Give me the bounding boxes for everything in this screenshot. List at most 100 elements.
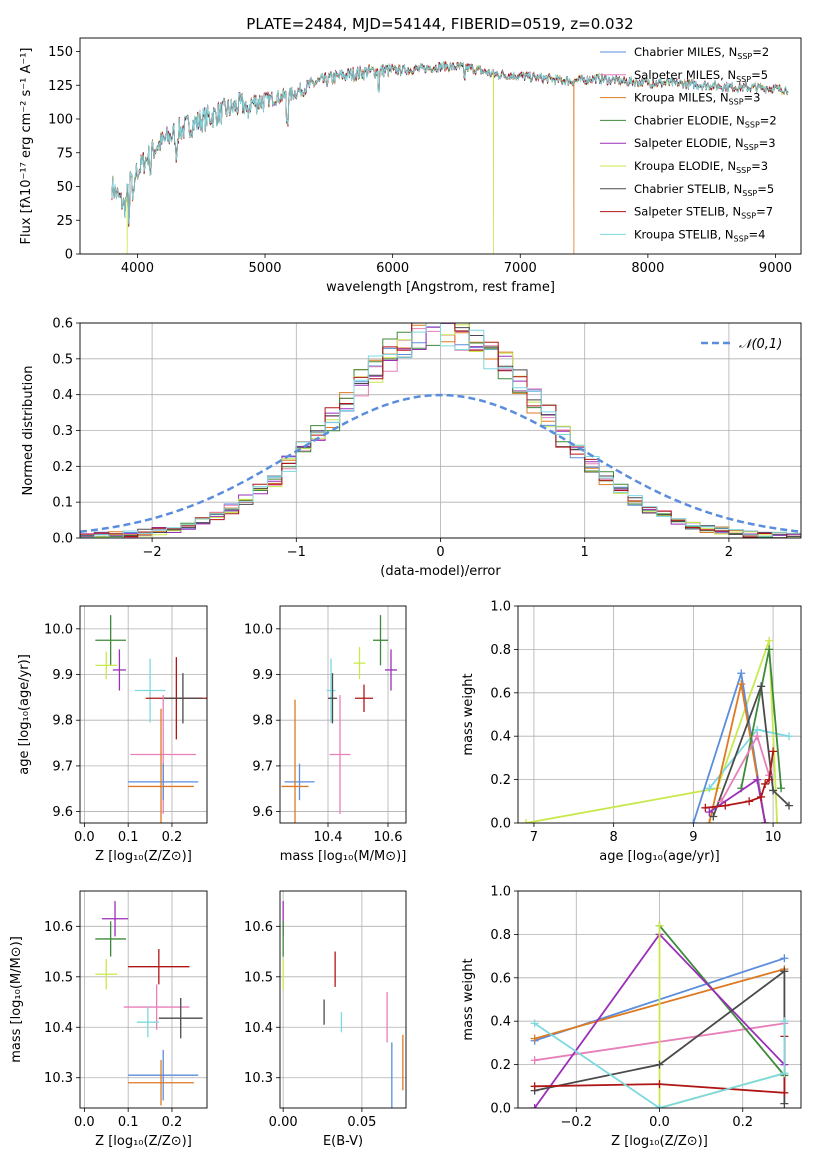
weight_vs_age-plot-area xyxy=(521,636,794,823)
legend-label-subscript: SSP xyxy=(734,234,749,243)
spectrum-line-kroupa-stelib xyxy=(111,61,789,225)
weight_vs_Z-plot-area xyxy=(530,921,789,1108)
y-tick-label: 0.5 xyxy=(52,352,73,367)
weight-marker-salpeter-elodie xyxy=(705,808,714,817)
weight-marker-chabrier-stelib xyxy=(709,812,718,821)
legend-label-text: Chabrier STELIB, N xyxy=(634,182,742,196)
residuals-plot-area xyxy=(80,323,801,538)
y-tick-label: 10.3 xyxy=(44,1071,73,1086)
y-tick-label: 9.6 xyxy=(52,805,73,820)
x-tick-label: 7000 xyxy=(504,261,537,276)
y-tick-label: 10.0 xyxy=(44,622,73,637)
normal-reference-curve xyxy=(80,393,801,533)
y-tick-label: 25 xyxy=(56,214,73,229)
weight-marker-kroupa-stelib xyxy=(705,784,714,793)
y-axis-label: mass weight xyxy=(461,958,476,1040)
y-tick-label: 9.7 xyxy=(52,759,73,774)
x-axis-label: Z [log₁₀(Z/Z⊙)] xyxy=(95,1134,192,1149)
y-tick-label: 0.2 xyxy=(52,460,73,475)
x-tick-label: 0.1 xyxy=(118,1115,139,1130)
legend-label-subscript: SSP xyxy=(745,120,760,129)
legend-label: Salpeter ELODIE, NSSP=3 xyxy=(634,136,776,152)
y-tick-label: 125 xyxy=(48,79,73,94)
weight-marker-salpeter-elodie xyxy=(753,775,762,784)
y-tick-label: 10.3 xyxy=(244,1071,273,1086)
x-axis-label: Z [log₁₀(Z/Z⊙)] xyxy=(95,849,192,864)
weight-marker-salpeter-stelib xyxy=(757,792,766,801)
axes-frame xyxy=(79,890,208,1109)
weight-marker-salpeter-elodie xyxy=(530,1104,539,1108)
weight-marker-chabrier-stelib xyxy=(757,682,766,691)
y-tick-label: 75 xyxy=(56,146,73,161)
legend-label-value: =2 xyxy=(752,45,769,59)
age_vs_Z-axes: 0.0 0.1 0.2 9.6 9.7 9.8 9.9 10.0 Z [log₁₀(Z/Z⊙)]… xyxy=(17,605,208,864)
weight-marker-salpeter-stelib xyxy=(780,1088,789,1097)
y-tick-label: 10.5 xyxy=(244,970,273,985)
legend-label-subscript: SSP xyxy=(741,212,756,221)
x-tick-label: 0 xyxy=(436,545,444,560)
y-axis-label: Flux [fλ10⁻¹⁷ erg cm⁻² s⁻¹ A⁻¹] xyxy=(19,48,34,245)
weight-marker-salpeter-stelib xyxy=(761,779,770,788)
legend-label: 𝒩(0,1) xyxy=(739,337,782,352)
weight-marker-salpeter-stelib xyxy=(769,747,778,756)
y-tick-label: 10.4 xyxy=(44,1021,73,1036)
y-tick-label: 1.0 xyxy=(490,600,511,615)
weight-marker-salpeter-elodie xyxy=(761,819,770,823)
weight-marker-kroupa-elodie xyxy=(655,921,664,930)
y-tick-label: 10.6 xyxy=(244,920,273,935)
weight_vs_Z-axes: −0.2 0.0 0.2 0.0 0.2 0.4 0.6 0.8 1.0 Z [log₁₀(Z/Z… xyxy=(461,885,802,1149)
weight-marker-chabrier-stelib xyxy=(769,786,778,795)
legend-label-value: =5 xyxy=(757,182,774,196)
legend-label: Chabrier MILES, NSSP=2 xyxy=(634,45,769,61)
x-tick-label: 0.1 xyxy=(118,830,139,845)
x-tick-label: 8 xyxy=(610,830,618,845)
legend-label: Kroupa MILES, NSSP=3 xyxy=(634,91,760,107)
y-tick-label: 0.3 xyxy=(52,424,73,439)
y-axis-label: mass weight xyxy=(461,673,476,755)
legend-label-text: Kroupa MILES, N xyxy=(634,91,729,105)
x-tick-label: 10.6 xyxy=(374,830,403,845)
legend-label-text: Salpeter ELODIE, N xyxy=(634,136,744,150)
x-tick-label: 0.0 xyxy=(74,1115,95,1130)
x-tick-label: 0.00 xyxy=(269,1115,298,1130)
mass_vs_EBV-axes: 0.00 0.05 10.3 10.4 10.5 10.6 E(B-V) xyxy=(244,890,407,1149)
legend-label-subscript: SSP xyxy=(736,166,751,175)
weight-marker-kroupa-miles xyxy=(705,819,714,823)
weight-marker-chabrier-stelib xyxy=(780,1099,789,1108)
legend-label-text: Salpeter STELIB, N xyxy=(634,205,741,219)
age_vs_mass-plot-area xyxy=(281,615,397,823)
y-tick-label: 0.8 xyxy=(490,643,511,658)
legend-label-text: Chabrier ELODIE, N xyxy=(634,113,745,127)
axes-frame xyxy=(79,605,208,824)
residuals-axes: −2 −1 0 1 2 0.0 0.1 0.2 0.3 0.4 0.5 0.6 (data-model)… xyxy=(21,317,802,579)
weight_vs_age-axes: 7 8 9 10 0.0 0.2 0.4 0.6 0.8 1.0 age [log₁₀(age/yr… xyxy=(461,600,802,864)
y-tick-label: 9.8 xyxy=(252,714,273,729)
y-tick-label: 9.8 xyxy=(52,714,73,729)
y-tick-label: 0 xyxy=(65,248,73,263)
y-tick-label: 0.8 xyxy=(490,928,511,943)
legend-label-value: =3 xyxy=(751,159,768,173)
weight-marker-salpeter-stelib xyxy=(701,803,710,812)
legend-label-text: Salpeter MILES, N xyxy=(634,68,736,82)
x-tick-label: 5000 xyxy=(248,261,281,276)
x-tick-label: 6000 xyxy=(376,261,409,276)
x-tick-label: −0.2 xyxy=(560,1115,592,1130)
y-tick-label: 10.4 xyxy=(244,1021,273,1036)
age_vs_Z-plot-area xyxy=(95,615,207,823)
y-tick-label: 0.6 xyxy=(490,686,511,701)
x-tick-label: 0.2 xyxy=(732,1115,753,1130)
weight-line-chabrier-miles xyxy=(692,673,766,823)
legend-label: Salpeter STELIB, NSSP=7 xyxy=(634,205,773,221)
legend-label: Salpeter MILES, NSSP=5 xyxy=(634,68,768,84)
legend-label: Chabrier ELODIE, NSSP=2 xyxy=(634,113,777,129)
weight-marker-salpeter-stelib xyxy=(745,797,754,806)
x-axis-label: age [log₁₀(age/yr)] xyxy=(599,849,720,864)
legend-label: Chabrier STELIB, NSSP=5 xyxy=(634,182,774,198)
x-tick-label: 10 xyxy=(765,830,782,845)
x-tick-label: 1 xyxy=(581,545,589,560)
axes-frame xyxy=(279,890,407,1109)
y-tick-label: 0.6 xyxy=(490,971,511,986)
weight-marker-kroupa-stelib xyxy=(530,1019,539,1028)
weight-marker-salpeter-stelib xyxy=(655,1080,664,1089)
legend-label-value: =3 xyxy=(744,91,761,105)
